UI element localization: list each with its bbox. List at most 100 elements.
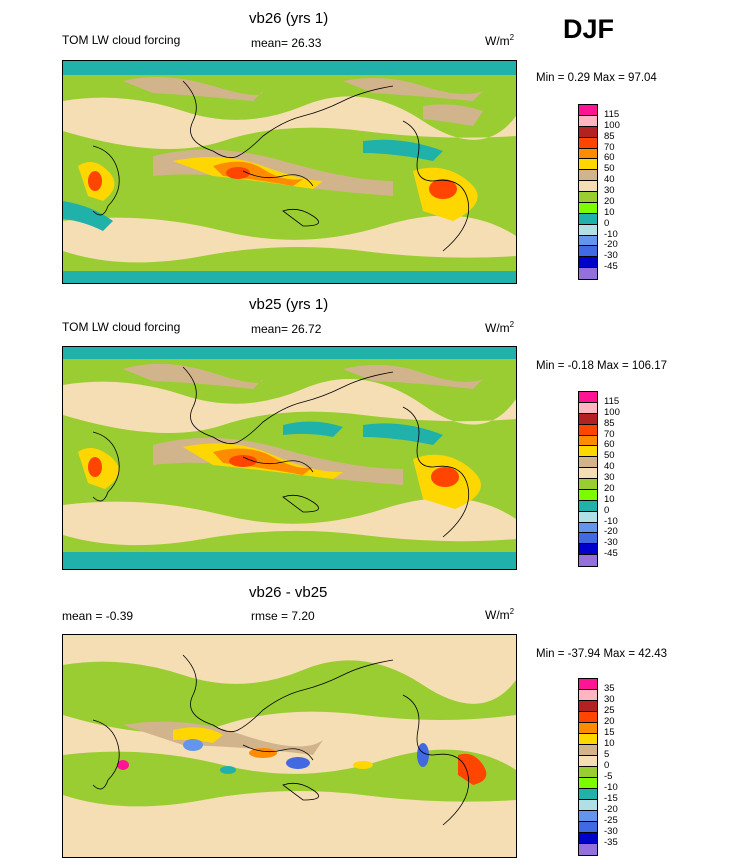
colorbar-level-label: -20: [604, 804, 618, 815]
colorbar-swatch: [579, 435, 597, 447]
colorbar-level-label: -25: [604, 815, 618, 826]
panel-2-mean-value: 26.72: [291, 322, 322, 336]
colorbar-level-label: -10: [604, 228, 618, 240]
colorbar-level-label: 5: [604, 749, 610, 760]
colorbar-swatch: [579, 115, 597, 127]
colorbar-swatch: [579, 844, 597, 855]
colorbar-swatch: [579, 822, 597, 833]
colorbar-swatch: [579, 192, 597, 203]
panel-3-units: W/m2: [485, 607, 515, 622]
colorbar-level-label: -10: [604, 515, 618, 527]
colorbar-swatch: [579, 767, 597, 778]
colorbar-swatch: [579, 690, 597, 701]
colorbar-swatch: [579, 500, 597, 512]
colorbar-level-label: 60: [604, 439, 615, 451]
colorbar-level-label: 30: [604, 185, 615, 196]
colorbar-swatch: [579, 833, 597, 844]
colorbar-swatch: [579, 224, 597, 236]
colorbar-level-label: 60: [604, 152, 615, 164]
colorbar-swatch: [579, 468, 597, 479]
colorbar-swatch: [579, 489, 597, 501]
colorbar-level-label: 40: [604, 461, 615, 473]
colorbar-swatch: [579, 246, 597, 258]
colorbar-swatch: [579, 679, 597, 690]
panel-3-map: [62, 634, 517, 858]
colorbar-level-label: -20: [604, 526, 618, 538]
panel-3-minmax: Min = -37.94 Max = 42.43: [536, 648, 668, 660]
colorbar-level-label: 0: [604, 504, 610, 516]
colorbar-swatch: [579, 734, 597, 745]
panel-1-colorbar: [578, 104, 598, 280]
panel-2-colorbar: [578, 391, 598, 567]
colorbar-level-label: 10: [604, 206, 615, 218]
colorbar-level-label: 20: [604, 482, 615, 494]
colorbar-swatch: [579, 159, 597, 171]
panel-3-title: vb26 - vb25: [249, 584, 328, 601]
panel-2-mean: mean= 26.72: [251, 322, 321, 336]
colorbar-level-label: 0: [604, 760, 610, 771]
colorbar-level-label: 40: [604, 174, 615, 186]
colorbar-level-label: -20: [604, 239, 618, 251]
colorbar-level-label: 70: [604, 428, 615, 440]
colorbar-level-label: -30: [604, 826, 618, 837]
colorbar-swatch: [579, 181, 597, 192]
colorbar-level-label: 30: [604, 472, 615, 483]
panel-2-mean-label: mean=: [251, 322, 289, 336]
colorbar-level-label: 85: [604, 417, 615, 429]
panel-2-variable-label: TOM LW cloud forcing: [62, 320, 181, 334]
colorbar-level-label: -10: [604, 782, 618, 793]
colorbar-swatch: [579, 126, 597, 138]
panel-3-rmse-value: 7.20: [291, 609, 315, 623]
colorbar-swatch: [579, 148, 597, 160]
colorbar-swatch: [579, 544, 597, 556]
colorbar-level-label: 10: [604, 493, 615, 505]
colorbar-swatch: [579, 511, 597, 523]
panel-2-map: [62, 346, 517, 570]
panel-1-variable-label: TOM LW cloud forcing: [62, 33, 181, 47]
colorbar-level-label: 85: [604, 130, 615, 142]
panel-2-map-field: [63, 347, 516, 569]
panel-2-minmax: Min = -0.18 Max = 106.17: [536, 360, 668, 372]
panel-1-map: [62, 60, 517, 284]
panel-2-units: W/m2: [485, 320, 515, 335]
panel-1-units: W/m2: [485, 33, 515, 48]
colorbar-swatch: [579, 457, 597, 469]
panel-3-rmse-label: rmse =: [251, 609, 289, 623]
colorbar-level-label: -45: [604, 548, 618, 560]
colorbar-swatch: [579, 446, 597, 458]
colorbar-level-label: 115: [604, 108, 620, 120]
panel-3-mean: mean = -0.39: [62, 609, 134, 623]
colorbar-level-label: 25: [604, 705, 615, 716]
colorbar-level-label: -30: [604, 537, 618, 549]
colorbar-swatch: [579, 811, 597, 822]
colorbar-level-label: 20: [604, 716, 615, 727]
panel-3-rmse: rmse = 7.20: [251, 609, 315, 623]
colorbar-swatch: [579, 712, 597, 723]
colorbar-swatch: [579, 522, 597, 534]
colorbar-swatch: [579, 789, 597, 800]
colorbar-level-label: 50: [604, 450, 615, 462]
colorbar-swatch: [579, 533, 597, 545]
colorbar-level-label: 50: [604, 163, 615, 175]
colorbar-level-label: -30: [604, 250, 618, 262]
panel-1-title: vb26 (yrs 1): [249, 10, 329, 27]
colorbar-swatch: [579, 213, 597, 225]
colorbar-swatch: [579, 268, 597, 279]
colorbar-swatch: [579, 392, 597, 403]
colorbar-level-label: -5: [604, 771, 613, 782]
panel-1-minmax: Min = 0.29 Max = 97.04: [536, 72, 657, 84]
colorbar-level-label: 15: [604, 727, 615, 738]
colorbar-level-label: -15: [604, 793, 618, 804]
colorbar-swatch: [579, 424, 597, 436]
colorbar-swatch: [579, 723, 597, 734]
panel-3-map-field: [63, 635, 516, 857]
colorbar-swatch: [579, 202, 597, 214]
colorbar-swatch: [579, 170, 597, 182]
colorbar-swatch: [579, 756, 597, 767]
season-label: DJF: [563, 14, 615, 44]
colorbar-level-label: -45: [604, 261, 618, 273]
colorbar-swatch: [579, 479, 597, 490]
colorbar-level-label: 30: [604, 694, 615, 705]
colorbar-swatch: [579, 402, 597, 414]
colorbar-level-label: 100: [604, 119, 620, 131]
